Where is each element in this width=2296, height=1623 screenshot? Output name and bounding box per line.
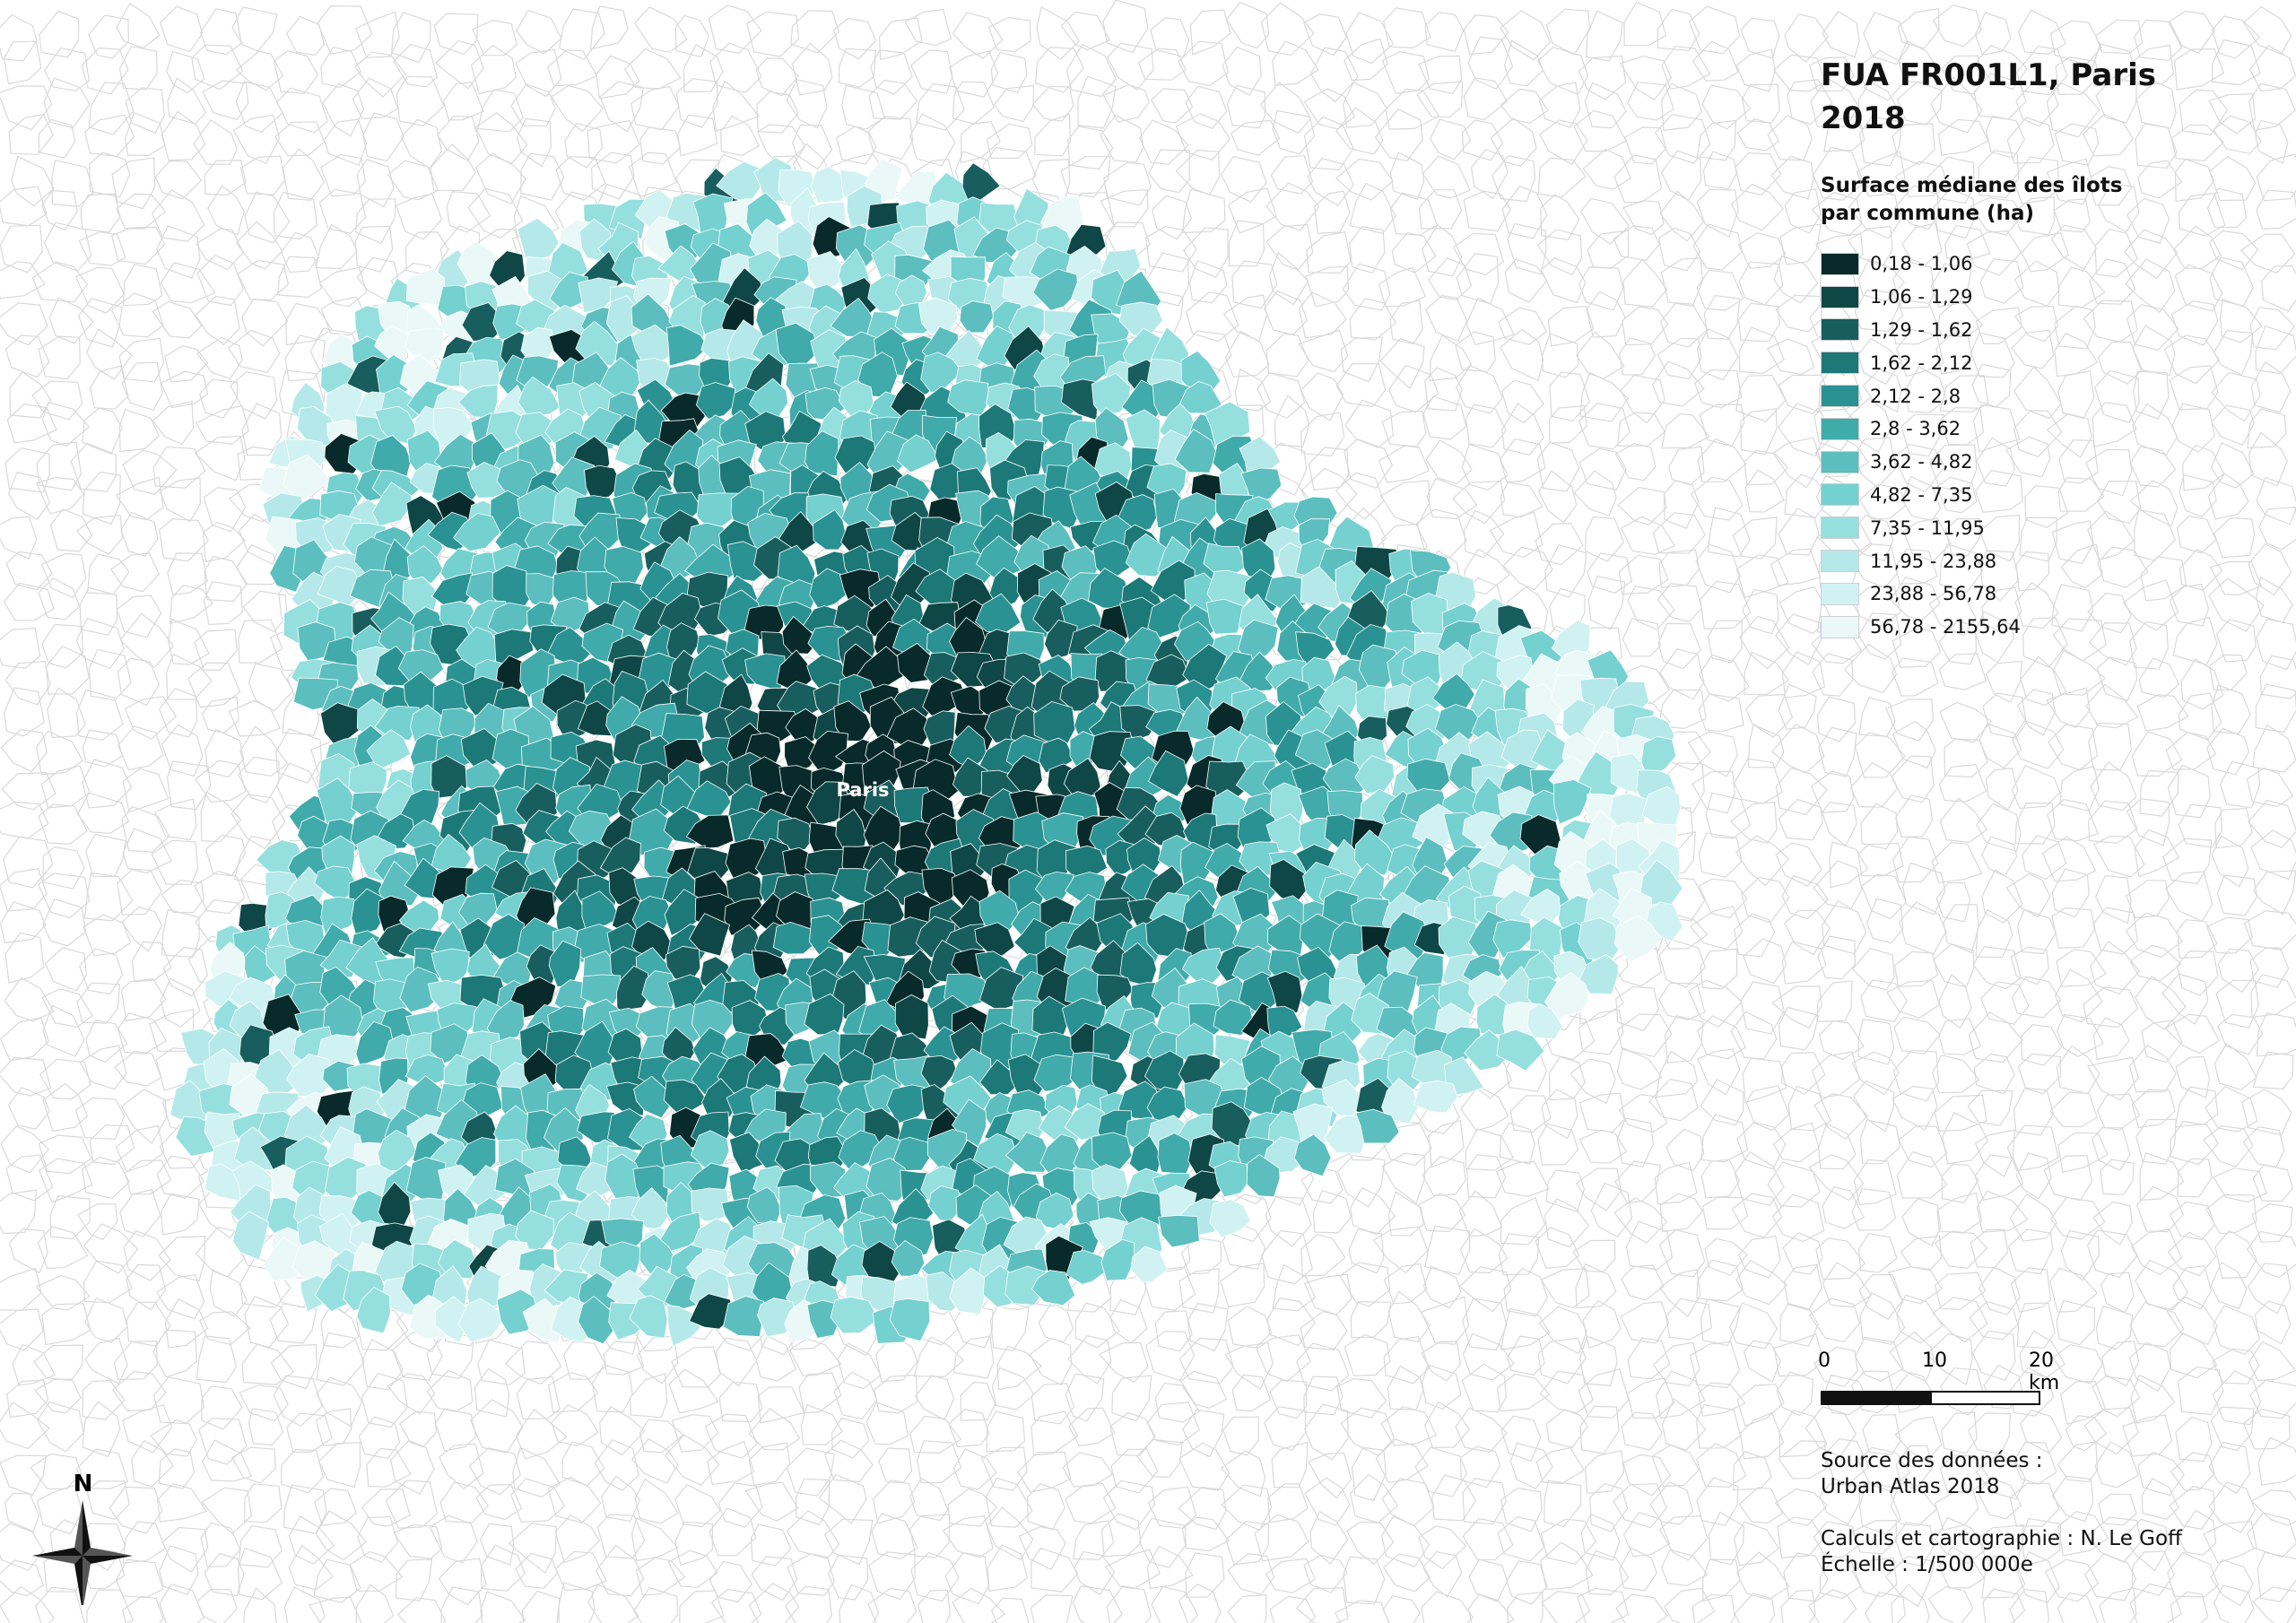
legend-item: 2,12 - 2,8 xyxy=(1821,379,2156,412)
scale-bar: 0 10 20 km xyxy=(1818,1350,2059,1412)
legend-swatch xyxy=(1821,385,1859,408)
scale-tick-0: 0 xyxy=(1818,1350,1831,1372)
legend-item: 56,78 - 2155,64 xyxy=(1821,611,2156,644)
legend-swatch xyxy=(1821,417,1859,440)
legend-swatch xyxy=(1821,285,1859,308)
legend-swatch xyxy=(1821,483,1859,507)
scale-text: Échelle : 1/500 000e xyxy=(1821,1553,2033,1576)
legend-title: Surface médiane des îlots par commune (h… xyxy=(1821,172,2156,228)
legend-swatch xyxy=(1821,318,1859,342)
fua-communes-layer xyxy=(170,157,1683,1347)
legend-swatch xyxy=(1821,450,1859,473)
legend-title-line1: Surface médiane des îlots xyxy=(1821,174,2123,197)
scale-tick-20: 20 km xyxy=(2029,1350,2060,1394)
legend-item: 1,06 - 1,29 xyxy=(1821,281,2156,314)
legend-item: 11,95 - 23,88 xyxy=(1821,544,2156,577)
scale-tick-10: 10 xyxy=(1922,1350,1947,1372)
legend-swatch xyxy=(1821,252,1859,275)
map-title: FUA FR001L1, Paris 2018 xyxy=(1821,54,2156,140)
credits: Source des données : Urban Atlas 2018 Ca… xyxy=(1821,1448,2182,1578)
legend-item: 4,82 - 7,35 xyxy=(1821,479,2156,512)
legend-label: 2,8 - 3,62 xyxy=(1870,418,1961,440)
legend-label: 1,06 - 1,29 xyxy=(1870,286,1973,308)
legend-swatch xyxy=(1821,582,1859,605)
map-title-line1: FUA FR001L1, Paris xyxy=(1821,57,2156,93)
legend-item: 2,8 - 3,62 xyxy=(1821,412,2156,446)
north-arrow-icon xyxy=(32,1500,133,1605)
legend-item: 23,88 - 56,78 xyxy=(1821,577,2156,611)
legend-item: 0,18 - 1,06 xyxy=(1821,247,2156,281)
north-arrow: N xyxy=(27,1471,139,1605)
source-line2: Urban Atlas 2018 xyxy=(1821,1475,2000,1498)
legend-swatch xyxy=(1821,352,1859,375)
legend-item: 1,62 - 2,12 xyxy=(1821,346,2156,379)
legend-item: 3,62 - 4,82 xyxy=(1821,446,2156,479)
legend-swatch xyxy=(1821,550,1859,573)
legend-label: 4,82 - 7,35 xyxy=(1870,483,1973,506)
scale-segment-white xyxy=(1930,1391,2040,1405)
legend-label: 11,95 - 23,88 xyxy=(1870,550,1997,572)
legend-title-line2: par commune (ha) xyxy=(1821,202,2034,225)
paris-label: Paris xyxy=(836,779,889,801)
legend-label: 1,62 - 2,12 xyxy=(1870,352,1973,374)
legend-label: 1,29 - 1,62 xyxy=(1870,318,1973,341)
legend-items: 0,18 - 1,06 1,06 - 1,29 1,29 - 1,62 1,62 - … xyxy=(1821,247,2156,644)
scale-segment-black xyxy=(1821,1391,1932,1405)
legend-label: 0,18 - 1,06 xyxy=(1870,253,1973,275)
legend: FUA FR001L1, Paris 2018 Surface médiane … xyxy=(1821,54,2156,644)
legend-label: 3,62 - 4,82 xyxy=(1870,451,1973,473)
legend-item: 1,29 - 1,62 xyxy=(1821,314,2156,347)
legend-swatch xyxy=(1821,516,1859,540)
map-title-line2: 2018 xyxy=(1821,100,1906,136)
north-label: N xyxy=(73,1471,93,1497)
legend-label: 7,35 - 11,95 xyxy=(1870,516,1985,539)
legend-swatch xyxy=(1821,615,1859,638)
legend-label: 23,88 - 56,78 xyxy=(1870,583,1997,605)
legend-label: 56,78 - 2155,64 xyxy=(1870,616,2021,638)
author-credit: Calculs et cartographie : N. Le Goff xyxy=(1821,1527,2182,1550)
legend-item: 7,35 - 11,95 xyxy=(1821,511,2156,544)
legend-label: 2,12 - 2,8 xyxy=(1870,385,1961,407)
source-line1: Source des données : xyxy=(1821,1449,2043,1472)
